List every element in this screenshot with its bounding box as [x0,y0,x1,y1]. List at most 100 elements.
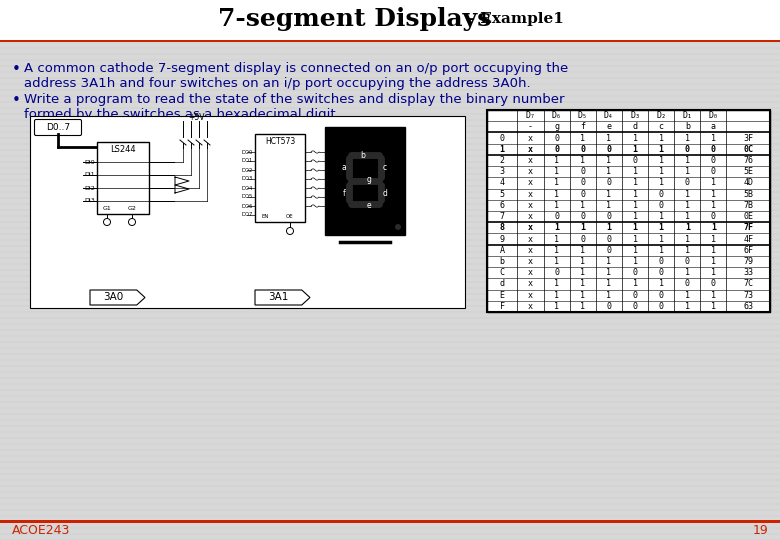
Text: 1: 1 [580,291,585,300]
Text: 1: 1 [711,178,716,187]
Text: D₀: D₀ [708,111,718,120]
Text: 5: 5 [500,190,505,199]
Text: 0: 0 [554,212,559,221]
Text: 1: 1 [658,234,664,244]
Text: 2: 2 [500,156,505,165]
Text: 0: 0 [500,133,505,143]
Text: 1: 1 [606,190,612,199]
Text: 0C: 0C [743,145,753,154]
Text: 1: 1 [711,234,716,244]
Bar [0,39,780,42]
Text: DI3: DI3 [84,199,95,204]
Text: 1: 1 [580,224,585,232]
Text: 0: 0 [711,156,716,165]
Text: 1: 1 [633,279,637,288]
Text: •: • [12,62,21,77]
Text: DO7: DO7 [242,213,253,218]
Text: 1: 1 [606,291,612,300]
Text: g: g [554,123,559,131]
Bar [0,0,780,40]
Text: g: g [367,176,371,185]
Text: 1: 1 [554,224,559,232]
Text: 1: 1 [685,201,690,210]
Text: f: f [580,123,585,131]
Text: 1: 1 [685,190,690,199]
Text: 0: 0 [658,201,664,210]
Text: 3A0: 3A0 [103,293,123,302]
Text: D0..7: D0..7 [46,123,70,132]
Text: 7F: 7F [743,224,753,232]
Text: 33: 33 [743,268,753,277]
Text: F: F [500,302,505,311]
Text: 9: 9 [500,234,505,244]
Text: 0: 0 [658,291,664,300]
Text: DO0: DO0 [242,150,253,154]
Text: 1: 1 [658,224,664,232]
Text: 79: 79 [743,257,753,266]
FancyBboxPatch shape [34,119,81,136]
Text: 3F: 3F [743,133,753,143]
Text: 0: 0 [711,167,716,176]
Text: 1: 1 [658,133,664,143]
Text: 1: 1 [633,257,637,266]
Text: 0: 0 [580,234,585,244]
Text: 1: 1 [580,133,585,143]
Text: 0: 0 [633,268,637,277]
Text: 1: 1 [658,246,664,255]
Text: 1: 1 [606,167,612,176]
Text: 1: 1 [580,156,585,165]
Text: 0: 0 [658,257,664,266]
Text: b: b [500,257,505,266]
Text: A common cathode 7-segment display is connected on an o/p port occupying the: A common cathode 7-segment display is co… [24,62,569,75]
Text: b: b [685,123,690,131]
Text: +5V: +5V [188,113,204,123]
Text: DO3: DO3 [242,177,253,181]
Text: 0: 0 [711,212,716,221]
Circle shape [395,224,401,230]
Text: 1: 1 [606,156,612,165]
Text: •: • [12,93,21,108]
Text: d: d [633,123,637,131]
Text: 0: 0 [711,279,716,288]
Polygon shape [90,290,145,305]
Text: 0: 0 [580,190,585,199]
Text: 1: 1 [633,212,637,221]
Text: 1: 1 [685,212,690,221]
Text: DI1: DI1 [84,172,95,178]
Text: 0: 0 [580,145,585,154]
Text: e: e [367,200,371,210]
Text: 1: 1 [633,234,637,244]
Text: x: x [528,145,533,154]
Text: 0: 0 [711,145,716,154]
Text: 1: 1 [633,145,637,154]
Text: x: x [528,302,533,311]
Text: D₇: D₇ [526,111,536,120]
Text: G2: G2 [128,206,136,211]
Text: 5B: 5B [743,190,753,199]
Text: 0: 0 [685,279,690,288]
Text: 1: 1 [658,279,664,288]
Text: 1: 1 [633,178,637,187]
Text: x: x [528,156,533,165]
Text: 76: 76 [743,156,753,165]
Text: 1: 1 [685,234,690,244]
Text: 0: 0 [606,145,612,154]
Text: 0: 0 [606,212,612,221]
Text: 1: 1 [633,224,637,232]
Text: 1: 1 [606,133,612,143]
Text: 1: 1 [554,167,559,176]
Text: DO2: DO2 [242,167,253,172]
Text: D₃: D₃ [630,111,640,120]
Text: 7-segment Displays: 7-segment Displays [218,7,491,31]
Text: 1: 1 [711,190,716,199]
Text: D₂: D₂ [656,111,666,120]
Text: 1: 1 [633,190,637,199]
Text: 0: 0 [633,291,637,300]
Text: 0: 0 [580,178,585,187]
Text: formed by the switches as a hexadecimal digit.: formed by the switches as a hexadecimal … [24,108,340,121]
Text: 6: 6 [500,201,505,210]
Text: 3: 3 [500,167,505,176]
Text: x: x [528,268,533,277]
Text: 0: 0 [685,257,690,266]
Text: DO6: DO6 [242,204,253,208]
